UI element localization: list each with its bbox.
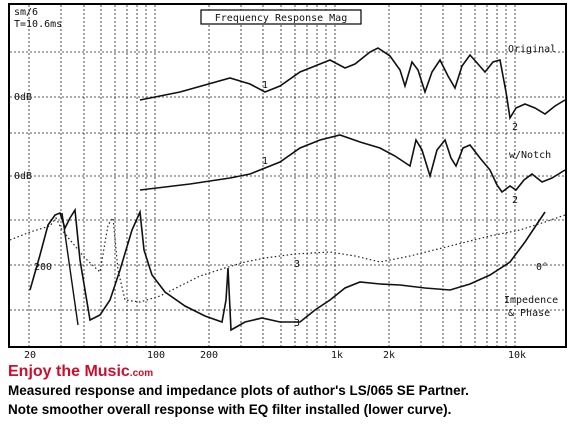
marker: 2 — [512, 122, 518, 133]
level-label: 0dB — [14, 92, 32, 103]
curve-label: w/Notch — [509, 150, 551, 161]
marker: 2 — [512, 195, 518, 206]
marker: 1 — [262, 156, 268, 167]
level-label: 0dB — [14, 171, 32, 182]
caption-line: Note smoother overall response with EQ f… — [8, 402, 451, 417]
original-curve — [139, 47, 566, 121]
caption-line: Measured response and impedance plots of… — [8, 383, 469, 398]
marker: 3 — [294, 259, 300, 270]
level-label: 200 — [34, 262, 52, 273]
curve-label: Impedence — [504, 295, 558, 306]
x-label: 10k — [508, 350, 526, 361]
level-label: 0° — [536, 262, 548, 273]
phase-step — [61, 212, 79, 326]
title-box — [200, 9, 362, 25]
plot-frame — [8, 3, 567, 348]
curve-label: & Phase — [508, 308, 550, 319]
x-label: 2k — [383, 350, 395, 361]
impedance-curve — [29, 207, 546, 332]
phase-curve — [9, 214, 566, 303]
curve-label: Original — [508, 44, 556, 55]
plot-title: Frequency Response Mag — [215, 13, 347, 24]
marker: 3 — [294, 318, 300, 329]
brand: Enjoy the Music.com — [8, 363, 153, 380]
x-label: 200 — [200, 350, 218, 361]
x-label: 1k — [331, 350, 343, 361]
x-label: 100 — [147, 350, 165, 361]
x-label: 20 — [24, 350, 36, 361]
marker: 1 — [262, 80, 268, 91]
info-line: T=10.6ms — [14, 19, 62, 30]
notch-curve — [139, 134, 566, 194]
info-line: sm/6 — [14, 7, 38, 18]
